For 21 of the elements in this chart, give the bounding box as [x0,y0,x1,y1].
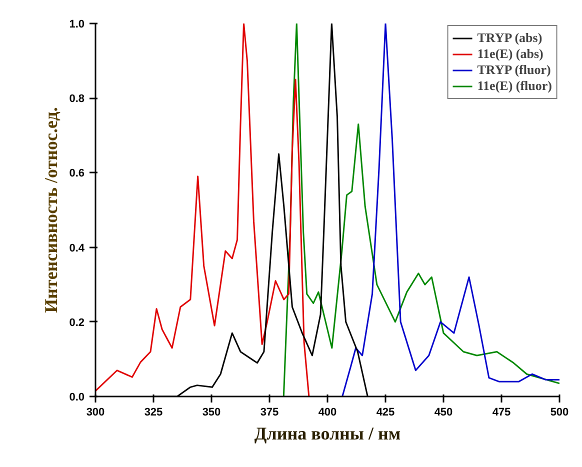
legend-label: 11e(E) (abs) [477,46,544,62]
legend-label: TRYP (abs) [477,30,542,46]
y-tick-label: 0.4 [69,242,86,254]
y-tick-label: 0.6 [69,168,85,180]
y-tick-label: 0.8 [69,93,85,106]
x-tick-label: 325 [144,406,163,418]
x-tick-label: 425 [376,406,395,418]
legend-label: 11e(E) (fluor) [477,78,552,94]
x-tick-label: 475 [492,406,511,418]
x-tick-label: 300 [86,406,105,418]
y-axis-title: Интенсивность /относ.ед. [41,107,62,313]
legend-label: TRYP (fluor) [477,62,551,78]
x-tick-label: 500 [550,406,569,418]
x-tick-label: 400 [318,406,337,418]
y-tick-label: 1.0 [69,18,85,30]
x-tick-label: 375 [260,406,279,418]
y-tick-label: 0.2 [69,316,85,329]
x-tick-label: 350 [202,406,221,418]
x-axis-title: Длина волны / нм [254,424,401,444]
y-tick-label: 0.0 [69,392,85,404]
x-tick-label: 450 [434,406,453,418]
